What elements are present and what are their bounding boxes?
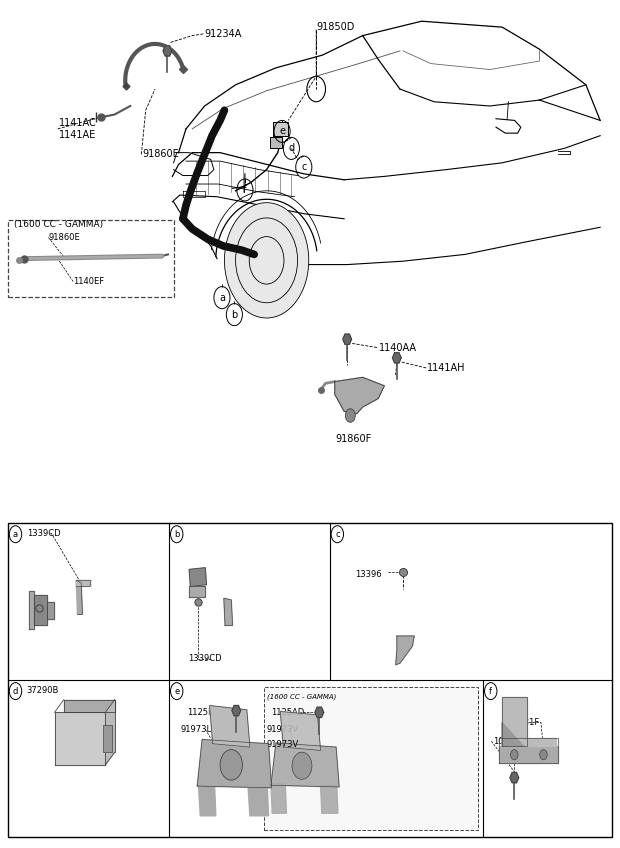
Text: 1141AH: 1141AH bbox=[427, 363, 465, 373]
Text: a: a bbox=[219, 293, 225, 303]
Text: 91973L: 91973L bbox=[180, 725, 211, 734]
Text: (1600 CC - GAMMA): (1600 CC - GAMMA) bbox=[14, 220, 103, 229]
Text: 37290B: 37290B bbox=[27, 686, 59, 695]
Text: 13396: 13396 bbox=[355, 570, 381, 578]
Polygon shape bbox=[510, 773, 519, 783]
Polygon shape bbox=[315, 707, 324, 717]
Polygon shape bbox=[321, 785, 338, 813]
Text: 1014CE: 1014CE bbox=[493, 737, 525, 745]
Polygon shape bbox=[29, 592, 34, 629]
Bar bbox=[103, 725, 112, 752]
Text: 1125AD: 1125AD bbox=[271, 708, 304, 717]
Text: 1140AA: 1140AA bbox=[379, 343, 417, 353]
Polygon shape bbox=[280, 711, 321, 750]
Text: a: a bbox=[13, 530, 18, 538]
Text: d: d bbox=[13, 687, 18, 695]
Text: f: f bbox=[243, 185, 247, 195]
Text: 91850D: 91850D bbox=[316, 22, 355, 32]
Bar bbox=[8, 523, 612, 837]
Text: 1125KD: 1125KD bbox=[187, 708, 219, 717]
Text: 91860E: 91860E bbox=[143, 149, 179, 159]
Polygon shape bbox=[248, 786, 268, 816]
Text: d: d bbox=[288, 143, 294, 153]
Polygon shape bbox=[343, 334, 352, 344]
Circle shape bbox=[540, 750, 547, 760]
Polygon shape bbox=[189, 587, 205, 597]
Polygon shape bbox=[271, 784, 286, 813]
Circle shape bbox=[292, 752, 312, 779]
Polygon shape bbox=[232, 706, 241, 716]
Text: 1339CD: 1339CD bbox=[188, 655, 221, 663]
Polygon shape bbox=[505, 738, 556, 746]
Polygon shape bbox=[210, 706, 250, 747]
Polygon shape bbox=[64, 700, 115, 712]
Text: 91973V: 91973V bbox=[267, 725, 299, 734]
Polygon shape bbox=[502, 722, 524, 746]
Text: 1141AE: 1141AE bbox=[59, 130, 96, 140]
Text: 1140EF: 1140EF bbox=[73, 277, 104, 286]
Polygon shape bbox=[271, 743, 339, 787]
Polygon shape bbox=[105, 700, 115, 765]
Polygon shape bbox=[224, 599, 232, 626]
Polygon shape bbox=[189, 568, 206, 587]
Polygon shape bbox=[335, 377, 384, 414]
Bar bbox=[8, 220, 174, 297]
Text: (1600 CC - GAMMA): (1600 CC - GAMMA) bbox=[267, 694, 336, 700]
Polygon shape bbox=[396, 636, 414, 665]
Text: b: b bbox=[174, 530, 179, 538]
Text: 91860E: 91860E bbox=[48, 233, 80, 242]
Bar bbox=[264, 687, 479, 830]
Polygon shape bbox=[46, 602, 54, 619]
Polygon shape bbox=[76, 581, 82, 614]
Text: c: c bbox=[301, 162, 306, 172]
Polygon shape bbox=[197, 739, 272, 788]
Text: e: e bbox=[279, 126, 285, 137]
Polygon shape bbox=[392, 353, 401, 363]
Circle shape bbox=[224, 203, 309, 318]
Polygon shape bbox=[55, 712, 105, 765]
Text: 91860F: 91860F bbox=[335, 434, 371, 444]
Text: 1141AC: 1141AC bbox=[59, 118, 97, 128]
Circle shape bbox=[220, 750, 242, 780]
Circle shape bbox=[511, 750, 518, 760]
Polygon shape bbox=[163, 46, 172, 56]
Bar bbox=[273, 122, 288, 136]
Polygon shape bbox=[34, 595, 46, 626]
Circle shape bbox=[345, 409, 355, 422]
Text: 91973V: 91973V bbox=[267, 740, 299, 749]
Text: b: b bbox=[231, 310, 237, 320]
Text: e: e bbox=[174, 687, 179, 695]
Text: 1339CD: 1339CD bbox=[27, 529, 60, 538]
Text: 91234A: 91234A bbox=[205, 29, 242, 39]
Text: f: f bbox=[489, 687, 492, 695]
Text: c: c bbox=[335, 530, 340, 538]
Polygon shape bbox=[76, 581, 91, 587]
Bar bbox=[270, 137, 282, 148]
Text: 91931F: 91931F bbox=[508, 718, 539, 727]
Polygon shape bbox=[198, 784, 216, 816]
Polygon shape bbox=[502, 697, 527, 746]
Polygon shape bbox=[499, 746, 558, 763]
